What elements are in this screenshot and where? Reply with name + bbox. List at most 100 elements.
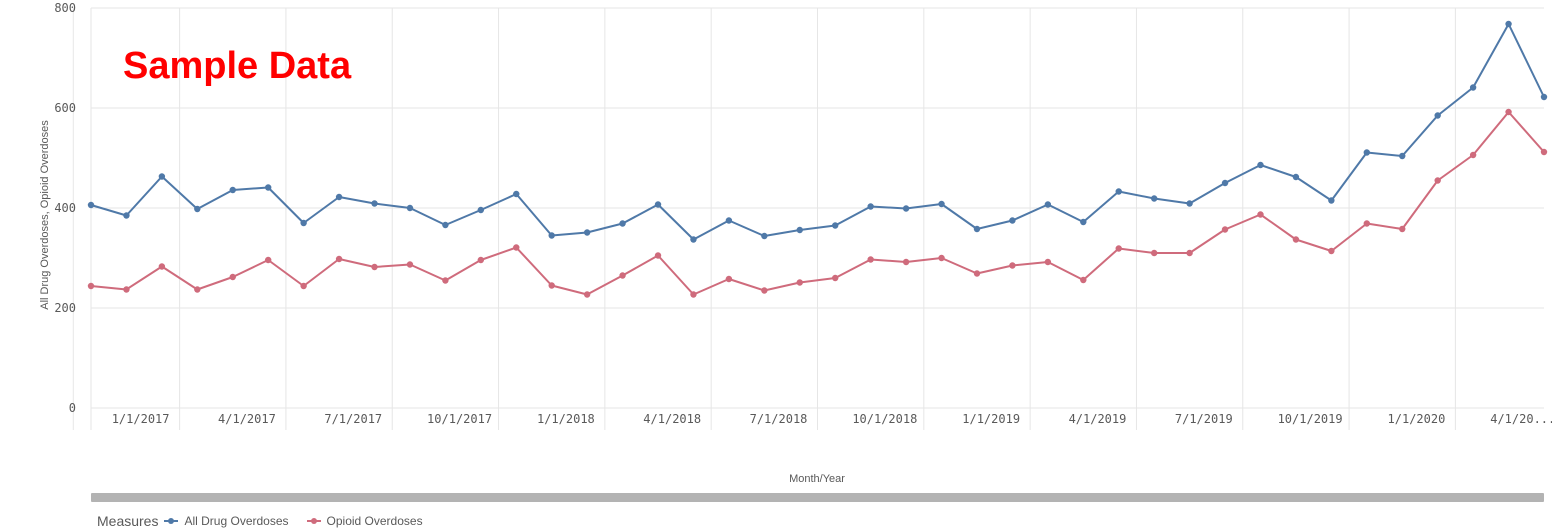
y-tick-label: 200 — [54, 301, 76, 315]
legend-marker-opioid-icon — [306, 516, 321, 526]
y-tick-label: 800 — [54, 1, 76, 15]
x-tick-label: 7/1/2018 — [750, 412, 808, 426]
x-tick-label: 10/1/2017 — [427, 412, 492, 426]
data-point-all-drug — [406, 204, 414, 212]
data-point-all-drug — [194, 205, 201, 213]
data-point-opioid — [371, 263, 378, 271]
data-point-all-drug — [619, 220, 626, 227]
x-tick-label: 1/1/2017 — [112, 412, 170, 426]
data-point-opioid — [335, 255, 343, 263]
data-point-opioid — [725, 275, 733, 283]
data-point-opioid — [229, 273, 236, 281]
x-axis-ticks: 1/1/2017 4/1/2017 7/1/2017 10/1/2017 1/1/201… — [112, 412, 1552, 426]
y-axis-ticks: 0 200 400 600 800 — [54, 1, 76, 415]
gridlines — [72, 7, 1544, 430]
data-point-opioid — [690, 291, 697, 298]
data-point-opioid — [1009, 262, 1016, 269]
data-point-opioid — [1399, 225, 1406, 233]
y-tick-label: 400 — [54, 201, 76, 215]
data-point-all-drug — [264, 184, 272, 191]
data-point-opioid — [796, 279, 803, 286]
data-point-opioid — [902, 258, 910, 266]
data-point-opioid — [619, 272, 626, 279]
data-point-all-drug — [87, 201, 95, 209]
data-point-all-drug — [123, 212, 130, 219]
data-point-opioid — [1363, 220, 1371, 227]
x-tick-label: 4/1/2018 — [643, 412, 701, 426]
data-point-all-drug — [1115, 188, 1122, 195]
legend-item-opioid-overdoses[interactable]: Opioid Overdoses — [306, 514, 423, 528]
data-point-opioid — [1292, 236, 1300, 243]
data-point-opioid — [867, 256, 874, 263]
data-point-all-drug — [1399, 152, 1406, 160]
legend-item-all-drug-overdoses[interactable]: All Drug Overdoses — [164, 514, 289, 528]
data-point-all-drug — [1150, 195, 1158, 202]
data-point-opioid — [1434, 177, 1441, 184]
data-point-opioid — [1540, 148, 1548, 156]
data-point-all-drug — [477, 206, 485, 214]
data-point-opioid — [442, 277, 449, 284]
data-point-opioid — [1115, 245, 1122, 252]
data-point-opioid — [1080, 276, 1087, 284]
legend-label-all-drug: All Drug Overdoses — [184, 514, 289, 528]
y-tick-label: 0 — [69, 401, 76, 415]
data-point-opioid — [194, 286, 201, 293]
data-point-all-drug — [583, 229, 591, 236]
data-point-all-drug — [1080, 218, 1087, 226]
data-point-all-drug — [1009, 217, 1016, 224]
data-point-all-drug — [1469, 84, 1477, 91]
legend: Measures All Drug Overdoses Opioid Overd… — [97, 513, 441, 529]
x-tick-label: 10/1/2018 — [852, 412, 917, 426]
data-point-opioid — [1505, 108, 1512, 116]
data-point-all-drug — [1363, 149, 1371, 156]
data-point-all-drug — [1540, 93, 1548, 101]
data-point-opioid — [1150, 249, 1158, 257]
data-point-opioid — [477, 256, 485, 264]
data-point-opioid — [583, 291, 591, 298]
data-point-all-drug — [1328, 197, 1335, 204]
data-point-opioid — [1044, 258, 1052, 266]
x-tick-label: 7/1/2017 — [324, 412, 382, 426]
data-point-all-drug — [1186, 200, 1193, 207]
data-point-all-drug — [229, 186, 236, 194]
legend-marker-all-drug-icon — [164, 516, 179, 526]
data-point-opioid — [548, 282, 555, 289]
data-point-all-drug — [158, 173, 166, 180]
data-point-all-drug — [796, 226, 803, 234]
data-point-opioid — [87, 282, 95, 290]
data-point-all-drug — [371, 200, 378, 207]
x-tick-label: 7/1/2019 — [1175, 412, 1233, 426]
x-tick-label: 1/1/2019 — [962, 412, 1020, 426]
data-point-all-drug — [761, 232, 768, 240]
data-point-all-drug — [654, 201, 662, 208]
data-point-all-drug — [1434, 112, 1441, 119]
data-point-opioid — [406, 261, 414, 268]
data-point-all-drug — [832, 222, 839, 229]
x-tick-label: 4/1/20... — [1490, 412, 1552, 426]
legend-label-opioid: Opioid Overdoses — [326, 514, 423, 528]
data-point-opioid — [123, 286, 130, 293]
data-point-all-drug — [1044, 201, 1052, 208]
x-tick-label: 4/1/2017 — [218, 412, 276, 426]
data-point-all-drug — [442, 221, 449, 229]
data-point-opioid — [654, 252, 662, 259]
data-point-opioid — [938, 254, 945, 262]
sample-data-watermark: Sample Data — [123, 45, 352, 87]
data-point-opioid — [264, 256, 272, 264]
data-point-opioid — [513, 244, 520, 251]
x-axis-title: Month/Year — [789, 473, 845, 485]
data-point-all-drug — [867, 203, 874, 210]
data-point-all-drug — [1257, 161, 1264, 169]
data-point-opioid — [832, 274, 839, 282]
data-point-all-drug — [335, 193, 343, 201]
data-point-opioid — [1469, 151, 1477, 159]
series-layer — [87, 20, 1548, 298]
data-point-all-drug — [548, 232, 555, 239]
data-point-all-drug — [300, 219, 307, 227]
y-axis-title: All Drug Overdoses, Opioid Overdoses — [39, 120, 51, 310]
x-tick-label: 4/1/2019 — [1069, 412, 1127, 426]
series-line-all-drug-overdoses — [90, 23, 1545, 241]
x-axis-scrollbar[interactable] — [91, 493, 1544, 502]
x-tick-label: 1/1/2020 — [1388, 412, 1446, 426]
